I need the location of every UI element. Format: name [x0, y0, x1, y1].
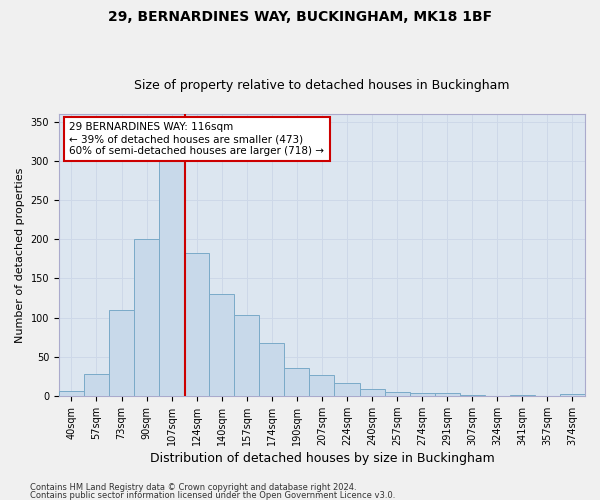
Bar: [460, 395, 485, 396]
Bar: [109, 310, 134, 396]
Bar: [184, 254, 209, 396]
Bar: [434, 394, 460, 396]
Y-axis label: Number of detached properties: Number of detached properties: [15, 167, 25, 342]
Bar: [259, 344, 284, 396]
Bar: [334, 384, 359, 396]
Bar: [560, 394, 585, 396]
Bar: [84, 374, 109, 396]
Bar: [159, 138, 184, 396]
Bar: [359, 389, 385, 396]
Bar: [209, 294, 234, 396]
X-axis label: Distribution of detached houses by size in Buckingham: Distribution of detached houses by size …: [149, 452, 494, 465]
Bar: [310, 376, 334, 396]
Bar: [385, 392, 410, 396]
Title: Size of property relative to detached houses in Buckingham: Size of property relative to detached ho…: [134, 79, 510, 92]
Bar: [59, 391, 84, 396]
Text: Contains HM Land Registry data © Crown copyright and database right 2024.: Contains HM Land Registry data © Crown c…: [30, 484, 356, 492]
Bar: [234, 315, 259, 396]
Text: Contains public sector information licensed under the Open Government Licence v3: Contains public sector information licen…: [30, 490, 395, 500]
Bar: [284, 368, 310, 396]
Text: 29 BERNARDINES WAY: 116sqm
← 39% of detached houses are smaller (473)
60% of sem: 29 BERNARDINES WAY: 116sqm ← 39% of deta…: [70, 122, 325, 156]
Text: 29, BERNARDINES WAY, BUCKINGHAM, MK18 1BF: 29, BERNARDINES WAY, BUCKINGHAM, MK18 1B…: [108, 10, 492, 24]
Bar: [134, 240, 159, 396]
Bar: [510, 395, 535, 396]
Bar: [410, 394, 434, 396]
